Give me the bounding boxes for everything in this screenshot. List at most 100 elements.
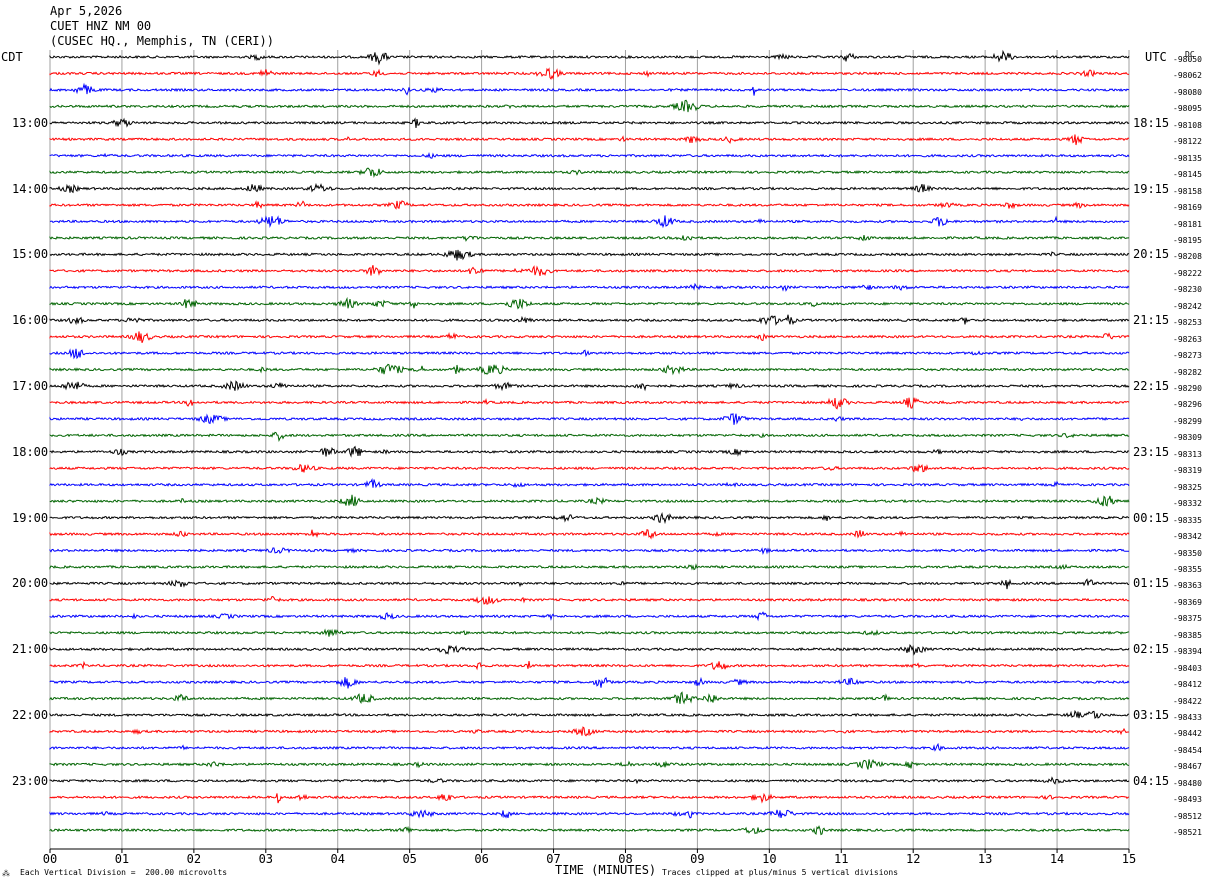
x-axis-title: TIME (MINUTES) bbox=[555, 863, 657, 877]
dc-offset-label: -98208 bbox=[1173, 252, 1202, 262]
x-tick-label: 14 bbox=[1050, 852, 1064, 866]
left-hour-label: 19:00 bbox=[12, 510, 49, 525]
seismic-trace bbox=[49, 314, 1130, 326]
seismic-traces bbox=[49, 49, 1130, 836]
dc-offset-label: -98385 bbox=[1173, 630, 1202, 640]
left-hour-label: 23:00 bbox=[12, 773, 49, 788]
right-hour-label: 00:15 bbox=[1133, 510, 1170, 525]
x-tick-label: 12 bbox=[906, 852, 920, 866]
right-hour-label: 21:15 bbox=[1133, 313, 1170, 328]
x-tick-label: 05 bbox=[402, 852, 416, 866]
dc-offset-label: -98375 bbox=[1173, 614, 1202, 624]
seismic-trace bbox=[49, 776, 1130, 785]
seismic-trace bbox=[49, 215, 1130, 229]
right-hour-label: 20:15 bbox=[1133, 247, 1170, 262]
dc-offset-label: -98296 bbox=[1173, 400, 1202, 410]
x-tick-label: 11 bbox=[834, 852, 848, 866]
left-hour-label: 14:00 bbox=[12, 181, 49, 196]
dc-offset-label: -98080 bbox=[1173, 87, 1202, 97]
dc-offset-label: -98299 bbox=[1173, 416, 1202, 426]
dc-offset-label: -98222 bbox=[1173, 268, 1202, 278]
seismic-trace bbox=[49, 413, 1130, 425]
seismic-trace bbox=[49, 117, 1130, 128]
seismic-trace bbox=[49, 134, 1130, 146]
plot-date: Apr 5,2026 bbox=[50, 4, 123, 18]
dc-offset-label: -98195 bbox=[1173, 235, 1202, 245]
dc-offset-label: -98158 bbox=[1173, 186, 1202, 196]
seismic-trace bbox=[49, 282, 1130, 292]
seismic-trace bbox=[49, 792, 1130, 804]
dc-offset-label: -98433 bbox=[1173, 713, 1202, 722]
station-code: CUET HNZ NM 00 bbox=[50, 19, 152, 33]
dc-offset-label: -98135 bbox=[1173, 153, 1202, 163]
dc-offset-label: -98273 bbox=[1173, 351, 1202, 361]
right-hour-label: 04:15 bbox=[1133, 773, 1170, 788]
dc-offset-label: -98480 bbox=[1173, 778, 1202, 788]
dc-offset-label: -98369 bbox=[1173, 597, 1202, 607]
scale-note: Each Vertical Division = 200.00 microvol… bbox=[20, 868, 228, 877]
dc-offset-label: -98332 bbox=[1173, 499, 1202, 509]
left-hour-label: 16:00 bbox=[12, 313, 49, 328]
left-hour-label: 15:00 bbox=[12, 247, 49, 262]
dc-offset-label: -98263 bbox=[1173, 334, 1202, 344]
right-hour-label: 22:15 bbox=[1133, 379, 1170, 393]
seismic-trace bbox=[49, 463, 1130, 473]
right-timezone-label: UTC bbox=[1145, 50, 1167, 64]
seismic-trace bbox=[49, 380, 1130, 392]
seismic-trace bbox=[49, 234, 1130, 242]
dc-offset-label: -98181 bbox=[1173, 219, 1202, 229]
seismic-trace bbox=[49, 595, 1130, 605]
seismic-trace bbox=[49, 151, 1130, 159]
dc-units-label: DC bbox=[1185, 50, 1195, 59]
dc-offset-label: -98253 bbox=[1173, 318, 1202, 328]
seismic-trace bbox=[49, 742, 1130, 752]
dc-offset-label: -98342 bbox=[1173, 532, 1202, 542]
dc-offset-label: -98403 bbox=[1173, 663, 1202, 673]
seismic-trace bbox=[49, 660, 1130, 671]
left-timezone-label: CDT bbox=[1, 50, 23, 64]
seismic-trace bbox=[49, 200, 1130, 210]
left-hour-label: 18:00 bbox=[12, 444, 49, 459]
seismic-trace bbox=[49, 331, 1130, 343]
right-hour-label: 23:15 bbox=[1133, 444, 1170, 459]
dc-offset-label: -98242 bbox=[1173, 301, 1202, 311]
left-hour-label: 22:00 bbox=[12, 708, 49, 722]
dc-offset-label: -98169 bbox=[1173, 203, 1202, 213]
seismic-trace bbox=[49, 825, 1130, 836]
dc-offset-label: -98095 bbox=[1173, 104, 1202, 114]
dc-offset-label: -98313 bbox=[1173, 449, 1202, 459]
x-tick-label: 04 bbox=[331, 852, 345, 866]
x-tick-label: 01 bbox=[115, 852, 129, 866]
station-location: (CUSEC HQ., Memphis, TN (CERI)) bbox=[50, 34, 274, 48]
dc-offset-label: -98454 bbox=[1173, 745, 1202, 755]
x-tick-label: 02 bbox=[187, 852, 201, 866]
dc-offset-label: -98493 bbox=[1173, 795, 1202, 805]
dc-offset-label: -98108 bbox=[1173, 120, 1202, 130]
left-hour-label: 20:00 bbox=[12, 576, 49, 591]
seismic-trace bbox=[49, 67, 1130, 80]
seismic-trace bbox=[49, 644, 1130, 656]
seismic-trace bbox=[49, 676, 1130, 689]
dc-offset-label: -98512 bbox=[1173, 811, 1202, 821]
dc-offset-label: -98282 bbox=[1173, 367, 1202, 377]
seismic-trace bbox=[49, 529, 1130, 540]
x-axis: 00 01 02 03 04 05 06 07 08 09 10 11 12 13 14 15 bbox=[43, 848, 1136, 866]
seismic-trace bbox=[49, 611, 1130, 622]
x-tick-label: 03 bbox=[259, 852, 273, 866]
dc-offset-label: -98122 bbox=[1173, 137, 1202, 147]
x-tick-label: 13 bbox=[978, 852, 992, 866]
dc-offset-label: -98467 bbox=[1173, 762, 1202, 772]
right-hour-label: 02:15 bbox=[1133, 642, 1170, 657]
x-tick-label: 08 bbox=[618, 852, 632, 866]
seismic-trace bbox=[49, 249, 1130, 261]
seismic-trace bbox=[49, 494, 1130, 507]
dc-offset-label: -98145 bbox=[1173, 170, 1202, 180]
dc-offset-label: -98290 bbox=[1173, 384, 1202, 393]
seismic-trace bbox=[49, 809, 1130, 819]
seismic-trace bbox=[49, 628, 1130, 637]
seismic-trace bbox=[49, 709, 1130, 719]
seismic-trace bbox=[49, 99, 1130, 113]
clip-note: Traces clipped at plus/minus 5 vertical … bbox=[662, 868, 899, 877]
dc-offset-label: -98412 bbox=[1173, 680, 1202, 690]
